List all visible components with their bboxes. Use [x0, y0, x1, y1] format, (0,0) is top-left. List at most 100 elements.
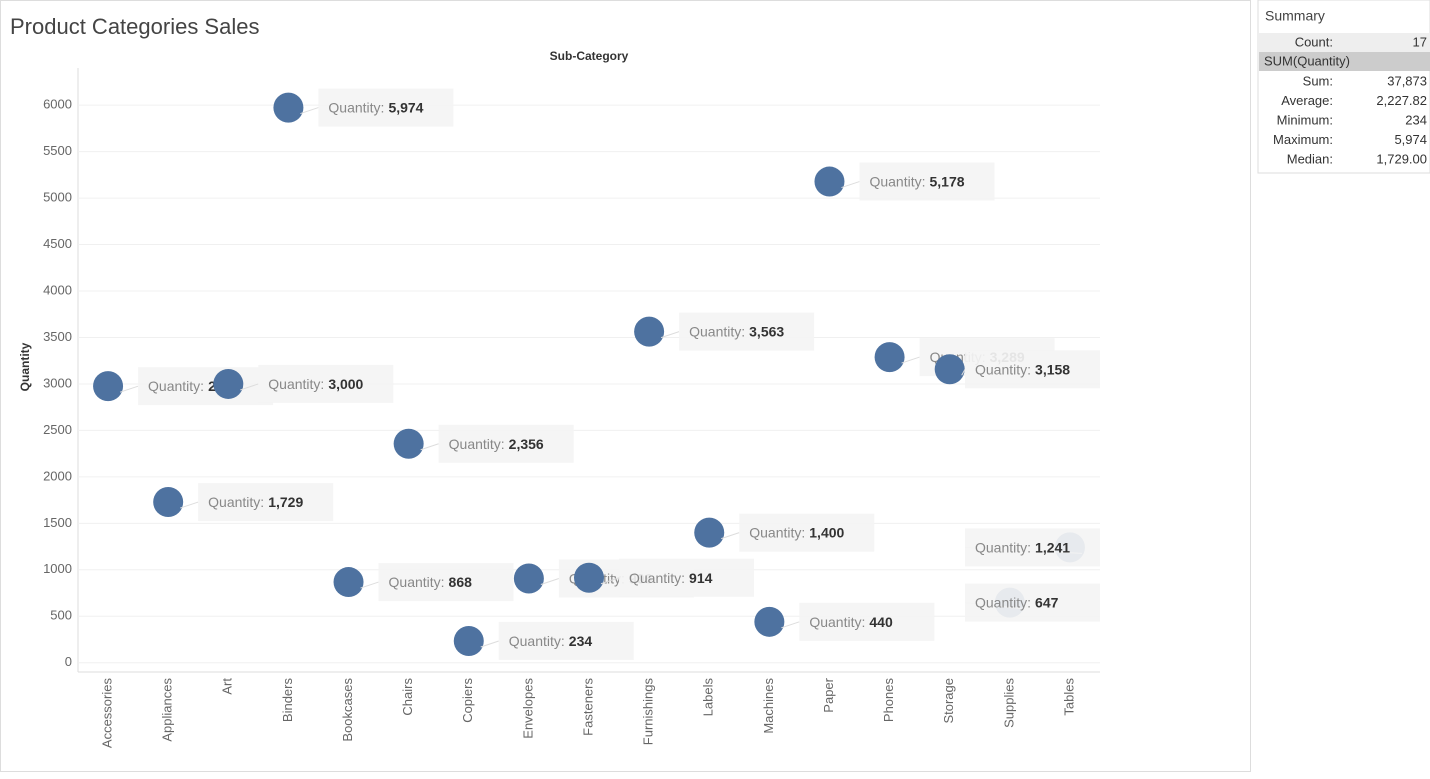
summary-label: Maximum:: [1273, 132, 1333, 147]
y-tick-label: 4000: [43, 282, 72, 297]
x-tick-label: Storage: [941, 678, 956, 724]
x-tick-label: Furnishings: [641, 678, 656, 746]
summary-label: Minimum:: [1277, 112, 1333, 127]
label-leader: [781, 621, 800, 629]
data-label: Quantity: 1,241: [975, 539, 1070, 555]
label-box: [679, 312, 815, 351]
label-leader: [660, 331, 680, 339]
y-axis-title: Quantity: [18, 342, 32, 391]
label-value: 3,000: [328, 376, 363, 392]
summary-value: 37,873: [1387, 73, 1427, 88]
data-label: Quantity: 1,729: [208, 494, 303, 510]
label-leader: [300, 107, 319, 115]
data-label: Quantity: 234: [509, 633, 593, 649]
x-header: Sub-Category: [550, 49, 629, 63]
label-box: [619, 558, 754, 597]
chart-title: Product Categories Sales: [10, 14, 259, 39]
data-point: [93, 371, 124, 402]
data-label: Quantity: 3,000: [268, 376, 363, 392]
label-leader: [600, 577, 620, 585]
label-leader: [180, 501, 199, 509]
label-leader: [420, 443, 439, 451]
label-leader: [119, 385, 139, 393]
label-value: 2,356: [509, 435, 544, 451]
summary-group: SUM(Quantity): [1264, 53, 1350, 68]
y-tick-label: 5500: [43, 143, 72, 158]
label-leader: [360, 581, 379, 589]
data-label: Quantity: 914: [629, 569, 713, 585]
summary-panel: [1257, 0, 1430, 174]
summary-value: 234: [1405, 112, 1427, 127]
y-tick-label: 3500: [43, 329, 72, 344]
label-box: [739, 513, 875, 552]
label-box: [965, 528, 1100, 567]
x-tick-label: Supplies: [1001, 678, 1016, 728]
data-point: [453, 625, 484, 656]
x-tick-label: Chairs: [400, 678, 415, 716]
y-tick-label: 1500: [43, 515, 72, 530]
label-value: 914: [689, 569, 713, 585]
label-prefix: Quantity:: [975, 594, 1031, 610]
x-tick-label: Paper: [821, 677, 836, 712]
data-point: [694, 517, 725, 548]
data-point: [213, 368, 244, 399]
data-point: [814, 166, 845, 197]
group-row: [1259, 52, 1430, 71]
label-box: [318, 88, 454, 127]
label-value: 3,158: [1035, 361, 1070, 377]
label-prefix: Quantity:: [268, 376, 324, 392]
label-leader: [901, 356, 920, 364]
x-tick-label: Binders: [280, 678, 295, 723]
x-tick-label: Art: [220, 678, 235, 695]
x-tick-label: Tables: [1061, 678, 1076, 716]
data-label: Quantity: 5,974: [328, 99, 423, 115]
label-leader: [240, 383, 259, 391]
label-box: [799, 602, 935, 641]
summary-label: Median:: [1287, 151, 1333, 166]
x-tick-label: Copiers: [460, 678, 475, 723]
label-box: [498, 621, 634, 660]
data-label: Quantity: 440: [809, 614, 893, 630]
data-point: [934, 354, 965, 385]
data-point: [333, 567, 364, 598]
y-tick-label: 5000: [43, 190, 72, 205]
y-tick-label: 2000: [43, 468, 72, 483]
label-box: [258, 364, 394, 403]
data-point: [393, 428, 424, 459]
label-value: 3,563: [749, 323, 784, 339]
data-point: [513, 563, 544, 594]
summary-value: 2,227.82: [1376, 93, 1427, 108]
count-row: [1259, 33, 1430, 52]
label-value: 5,178: [930, 173, 965, 189]
summary-label: Sum:: [1303, 73, 1333, 88]
label-leader: [721, 532, 740, 540]
label-leader: [480, 640, 499, 648]
label-value: 1,241: [1035, 539, 1070, 555]
data-point: [754, 606, 785, 637]
label-prefix: Quantity:: [449, 435, 505, 451]
label-value: 1,400: [809, 524, 844, 540]
x-tick-label: Bookcases: [340, 678, 355, 742]
x-tick-label: Labels: [701, 678, 716, 717]
label-leader: [961, 369, 966, 376]
label-prefix: Quantity:: [749, 524, 805, 540]
label-value: 647: [1035, 594, 1059, 610]
data-label: Quantity: 647: [975, 594, 1059, 610]
summary-value: 17: [1413, 34, 1427, 49]
x-tick-label: Phones: [881, 678, 896, 723]
label-value: 440: [869, 614, 893, 630]
label-box: [438, 424, 574, 463]
label-box: [965, 350, 1100, 389]
x-tick-label: Accessories: [99, 678, 114, 749]
label-prefix: Quantity:: [509, 633, 565, 649]
data-label: Quantity: 1,400: [749, 524, 844, 540]
data-label: Quantity: 3,158: [975, 361, 1070, 377]
data-label: Quantity: 5,178: [869, 173, 964, 189]
data-point: [153, 487, 184, 518]
label-prefix: Quantity:: [389, 574, 445, 590]
label-box: [965, 583, 1100, 622]
x-tick-label: Fasteners: [580, 678, 595, 736]
summary-label: Count:: [1295, 34, 1333, 49]
summary-value: 5,974: [1394, 132, 1427, 147]
